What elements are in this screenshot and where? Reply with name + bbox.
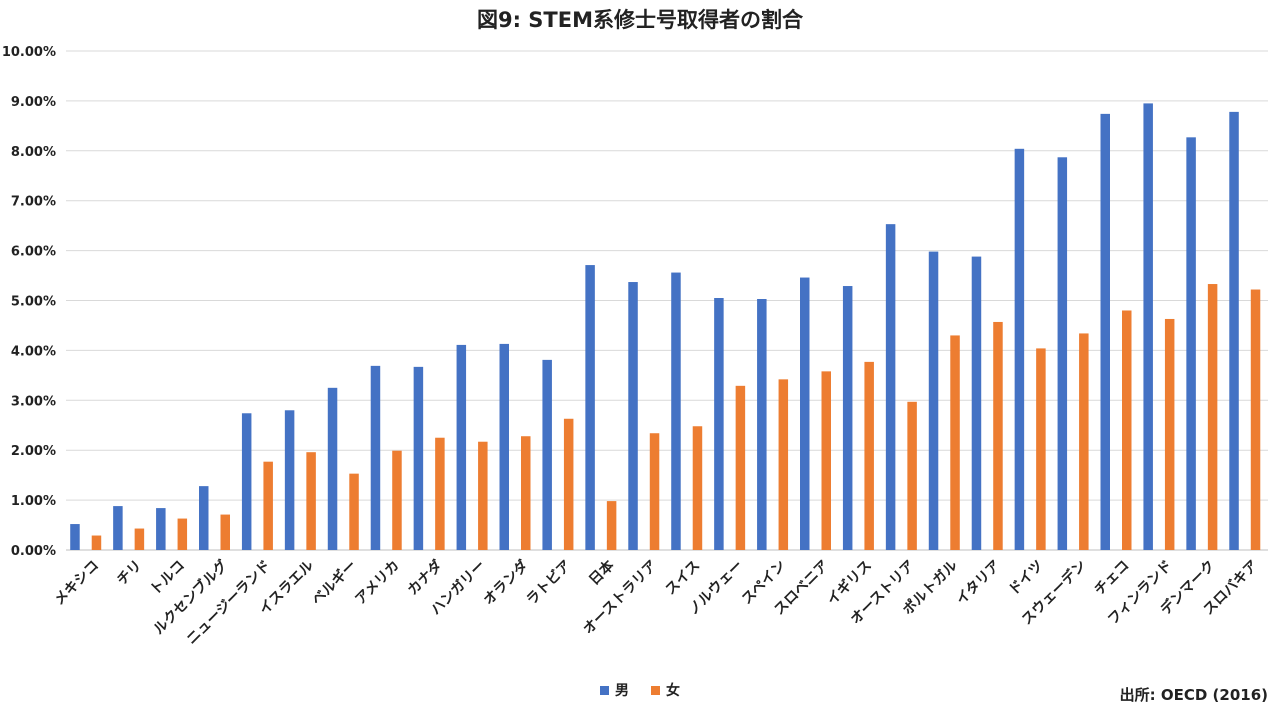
bar-female — [1079, 333, 1089, 550]
bar-female — [950, 335, 960, 550]
y-tick-label: 10.00% — [2, 45, 56, 60]
bar-male — [241, 413, 252, 550]
x-tick-label: チェコ — [1092, 558, 1133, 599]
bar-female — [263, 461, 273, 550]
x-tick-label: イタリア — [953, 558, 1004, 609]
bar-male — [671, 272, 681, 550]
x-tick-label: ドイツ — [1006, 558, 1047, 599]
bar-female — [349, 473, 359, 550]
bar-male — [971, 256, 982, 550]
legend-item-male: 男 — [600, 680, 629, 700]
y-tick-label: 2.00% — [11, 444, 56, 459]
bar-male — [928, 251, 939, 550]
x-tick-label: ベルギー — [308, 557, 360, 609]
y-tick-label: 7.00% — [11, 195, 56, 210]
bar-female — [993, 321, 1003, 550]
bar-female — [649, 433, 660, 550]
bar-male — [1186, 137, 1196, 550]
y-tick-label: 0.00% — [11, 544, 56, 559]
bar-male — [284, 410, 295, 550]
legend: 男 女 — [0, 680, 1280, 700]
bar-male — [800, 277, 810, 550]
y-tick-label: 1.00% — [11, 494, 56, 509]
bar-female — [1036, 348, 1046, 550]
bar-female — [134, 528, 145, 550]
bar-female — [306, 452, 316, 550]
x-tick-label: カナダ — [404, 557, 446, 599]
bar-female — [521, 436, 531, 550]
bar-female — [91, 535, 102, 550]
legend-swatch-female — [651, 685, 660, 695]
bar-female — [735, 385, 746, 550]
x-tick-label: オランダ — [480, 557, 532, 609]
bar-male — [327, 387, 338, 550]
x-tick-label: メキシコ — [51, 558, 102, 609]
y-tick-label: 3.00% — [11, 394, 56, 409]
bar-female — [435, 437, 445, 550]
bar-male — [1143, 103, 1153, 551]
bar-female — [692, 426, 703, 550]
bar-male — [757, 299, 767, 550]
bar-male — [1229, 111, 1239, 551]
bar-male — [199, 486, 209, 550]
y-tick-label: 6.00% — [11, 245, 56, 260]
bar-male — [413, 366, 424, 550]
bar-male — [885, 224, 896, 550]
bar-female — [1164, 318, 1175, 550]
bar-female — [1250, 289, 1261, 550]
bar-male — [70, 524, 80, 550]
bar-female — [778, 379, 789, 550]
bar-female — [907, 401, 917, 550]
y-tick-label: 9.00% — [11, 95, 56, 110]
x-tick-label: トルコ — [147, 558, 188, 599]
y-tick-label: 5.00% — [11, 295, 56, 310]
y-tick-label: 8.00% — [11, 145, 56, 160]
bar-female — [1122, 310, 1132, 550]
chart-title: 図9: STEM系修士号取得者の割合 — [476, 8, 803, 32]
bar-male — [1100, 113, 1110, 551]
bar-male — [456, 344, 467, 550]
bar-male — [1057, 157, 1068, 551]
bar-male — [499, 343, 509, 550]
bar-male — [714, 298, 724, 550]
x-tick-label: ルクセンブルグ — [150, 557, 231, 638]
bar-female — [392, 450, 402, 550]
bar-female — [220, 514, 230, 550]
bar-female — [478, 441, 488, 550]
bar-male — [628, 282, 638, 550]
bar-female — [864, 361, 874, 550]
y-tick-label: 4.00% — [11, 344, 56, 359]
bar-male — [842, 286, 853, 550]
bar-female — [821, 371, 831, 550]
x-tick-label: スイス — [663, 558, 704, 599]
bar-male — [370, 365, 381, 550]
source-note: 出所: OECD (2016) — [1119, 686, 1268, 704]
legend-label-male: 男 — [615, 683, 629, 699]
x-tick-label: チリ — [114, 558, 145, 589]
bar-male — [113, 506, 123, 550]
x-tick-label: 日本 — [586, 556, 619, 589]
bar-male — [156, 508, 166, 550]
bar-female — [563, 418, 574, 550]
legend-item-female: 女 — [651, 680, 680, 700]
bar-female — [177, 518, 188, 550]
bar-male — [585, 265, 595, 550]
bar-male — [1014, 148, 1025, 550]
legend-swatch-male — [600, 685, 609, 695]
x-tick-label: ラトビア — [524, 558, 575, 609]
bar-female — [1207, 284, 1218, 550]
bar-female — [606, 501, 617, 550]
x-tick-label: アメリカ — [352, 558, 402, 608]
x-tick-label: オーストラリア — [580, 558, 660, 638]
bar-male — [542, 359, 552, 550]
legend-label-female: 女 — [666, 683, 680, 699]
